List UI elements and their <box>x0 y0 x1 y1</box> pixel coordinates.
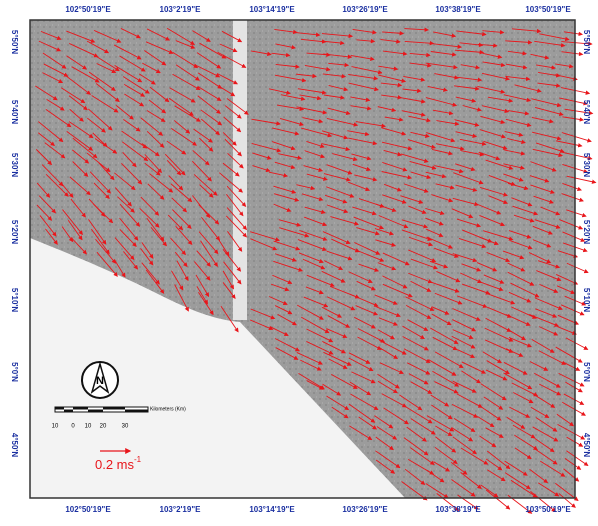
top-label: 103°26'19"E <box>342 5 388 14</box>
bottom-label: 103°38'19"E <box>435 505 481 514</box>
scale-tick: 10 <box>85 424 92 430</box>
scale-seg <box>125 410 148 413</box>
scale-tick: 10 <box>52 424 59 430</box>
right-label: 5°30'N <box>582 153 591 177</box>
speed-label: 0.2 ms <box>95 457 135 472</box>
right-label: 5°20'N <box>582 220 591 244</box>
scale-seg <box>73 407 88 410</box>
left-label: 5°50'N <box>10 30 19 54</box>
compass: N <box>82 362 118 398</box>
right-label: 5°50'N <box>582 30 591 54</box>
left-label: 5°10'N <box>10 288 19 312</box>
strip <box>233 20 247 320</box>
left-label: 5°20'N <box>10 220 19 244</box>
left-label: 5°30'N <box>10 153 19 177</box>
bottom-label: 103°50'19"E <box>525 505 571 514</box>
bottom-label: 103°14'19"E <box>249 505 295 514</box>
compass-label: N <box>96 375 104 387</box>
scale-seg <box>55 407 64 410</box>
top-label: 103°14'19"E <box>249 5 295 14</box>
scale-tick: 30 <box>122 424 129 430</box>
bottom-label: 102°50'19"E <box>65 505 111 514</box>
top-label: 103°2'19"E <box>160 5 202 14</box>
right-label: 5°40'N <box>582 100 591 124</box>
left-label: 4°50'N <box>10 433 19 457</box>
top-label: 103°50'19"E <box>525 5 571 14</box>
top-label: 102°50'19"E <box>65 5 111 14</box>
right-label: 5°10'N <box>582 288 591 312</box>
top-label: 103°38'19"E <box>435 5 481 14</box>
scale-seg <box>103 407 125 410</box>
map: 102°50'19"E 103°2'19"E 103°14'19"E 103°26'1… <box>0 0 598 521</box>
left-label: 5°0'N <box>10 362 19 382</box>
right-label: 5°0'N <box>582 362 591 382</box>
left-label: 5°40'N <box>10 100 19 124</box>
scale-unit: Kilometers (Km) <box>150 406 186 412</box>
right-label: 4°50'N <box>582 433 591 457</box>
speed-exponent: -1 <box>134 455 142 464</box>
bottom-label: 103°2'19"E <box>160 505 202 514</box>
bottom-label: 103°26'19"E <box>342 505 388 514</box>
scale-seg <box>88 410 103 413</box>
scale-tick: 20 <box>100 424 107 430</box>
scale-seg <box>64 410 73 413</box>
